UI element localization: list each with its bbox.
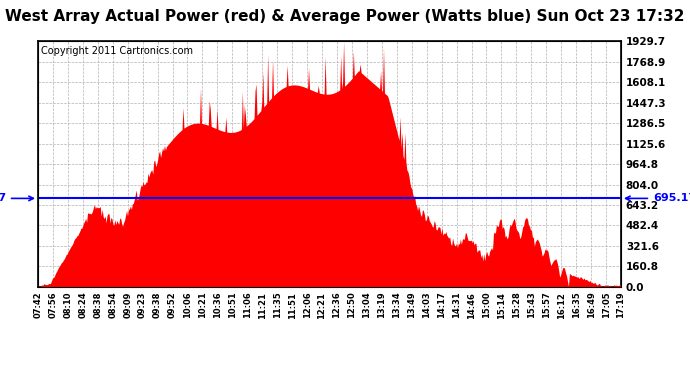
Text: Copyright 2011 Cartronics.com: Copyright 2011 Cartronics.com bbox=[41, 46, 193, 56]
Text: West Array Actual Power (red) & Average Power (Watts blue) Sun Oct 23 17:32: West Array Actual Power (red) & Average … bbox=[6, 9, 684, 24]
Text: 695.17: 695.17 bbox=[0, 194, 33, 203]
Text: 695.17: 695.17 bbox=[626, 194, 690, 203]
